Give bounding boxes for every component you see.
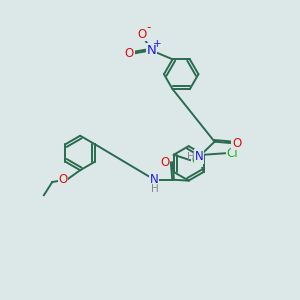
Text: H: H bbox=[151, 184, 158, 194]
Text: O: O bbox=[125, 47, 134, 60]
Text: O: O bbox=[232, 137, 241, 150]
Text: N: N bbox=[150, 173, 159, 186]
Text: +: + bbox=[153, 39, 161, 49]
Text: Cl: Cl bbox=[191, 154, 203, 166]
Text: H: H bbox=[187, 152, 195, 161]
Text: -: - bbox=[146, 21, 150, 34]
Text: O: O bbox=[160, 156, 170, 169]
Text: O: O bbox=[58, 172, 68, 186]
Text: O: O bbox=[137, 28, 146, 40]
Text: Cl: Cl bbox=[226, 147, 238, 160]
Text: N: N bbox=[146, 44, 156, 57]
Text: N: N bbox=[195, 150, 203, 163]
